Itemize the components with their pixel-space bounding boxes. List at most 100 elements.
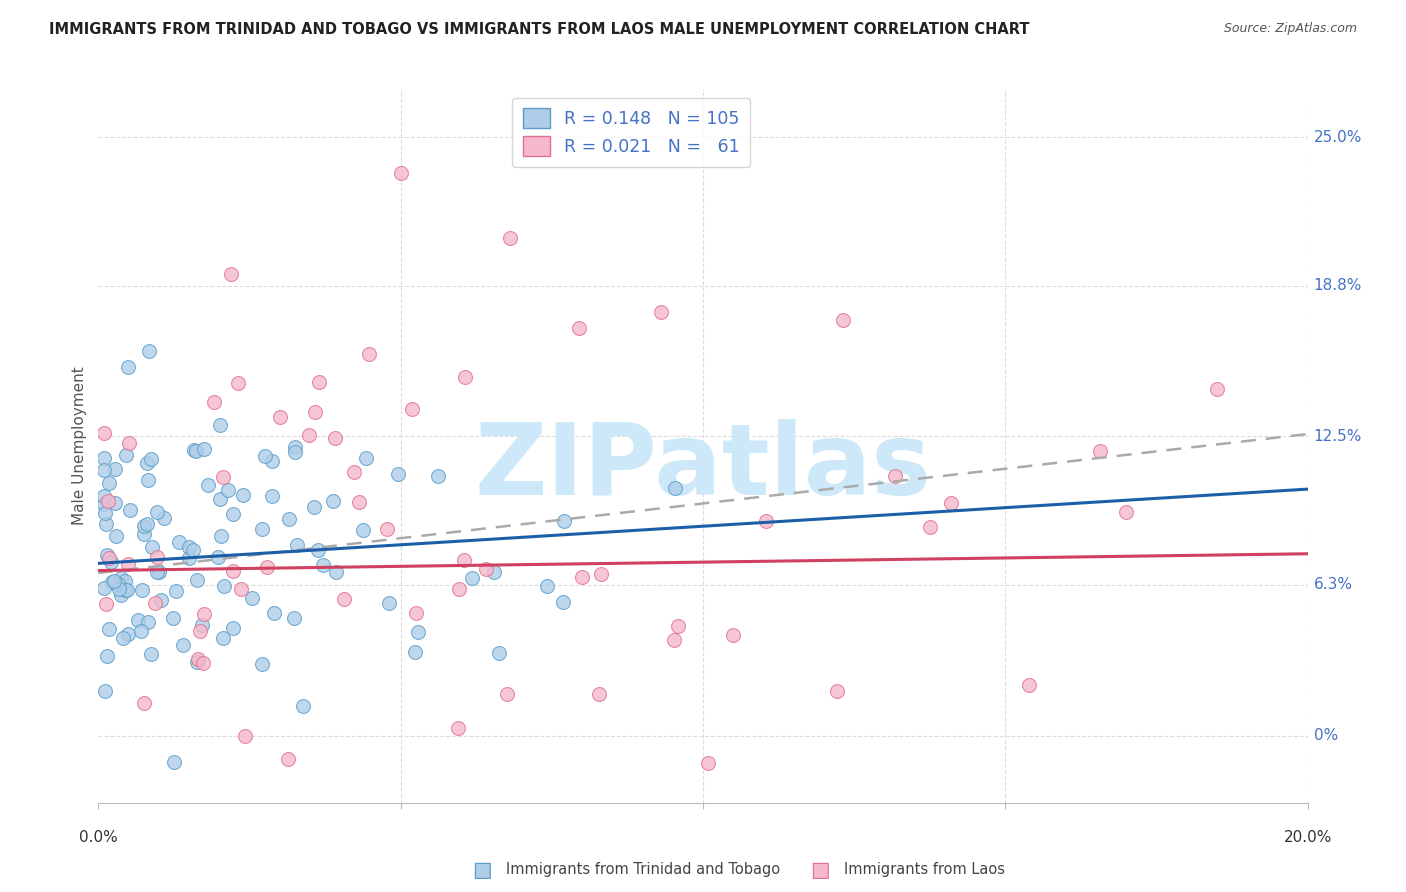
Point bbox=[193, 442, 215, 457]
Point bbox=[162, 611, 184, 625]
Point bbox=[98, 550, 121, 565]
Point bbox=[208, 491, 231, 506]
Point bbox=[349, 495, 371, 509]
Point bbox=[107, 577, 129, 591]
Point bbox=[97, 622, 120, 636]
Text: 12.5%: 12.5% bbox=[1313, 429, 1362, 444]
Text: 6.3%: 6.3% bbox=[1313, 577, 1353, 592]
Point bbox=[139, 647, 162, 661]
Point bbox=[96, 517, 118, 532]
Point bbox=[190, 624, 212, 638]
Point bbox=[354, 451, 377, 466]
Point bbox=[112, 631, 135, 645]
Point bbox=[193, 656, 215, 670]
Text: 0.0%: 0.0% bbox=[79, 830, 118, 845]
Text: 0%: 0% bbox=[1313, 728, 1339, 743]
Point bbox=[93, 463, 115, 477]
Point bbox=[222, 564, 245, 578]
Point bbox=[406, 624, 429, 639]
Point bbox=[212, 470, 235, 484]
Point bbox=[827, 684, 849, 698]
Point bbox=[277, 512, 299, 526]
Point bbox=[146, 505, 169, 519]
Point bbox=[553, 514, 575, 528]
Text: ■: ■ bbox=[810, 860, 830, 880]
Point bbox=[404, 645, 426, 659]
Point bbox=[285, 538, 308, 552]
Point bbox=[302, 500, 325, 515]
Point bbox=[277, 752, 299, 766]
Point bbox=[153, 511, 176, 525]
Point bbox=[755, 514, 778, 528]
Point bbox=[721, 628, 744, 642]
Point bbox=[1088, 444, 1111, 458]
Point bbox=[551, 595, 574, 609]
Point bbox=[377, 596, 399, 610]
Point bbox=[146, 565, 169, 579]
Point bbox=[143, 596, 166, 610]
Point bbox=[571, 570, 593, 584]
Point bbox=[453, 552, 475, 566]
Point bbox=[283, 611, 305, 625]
Point bbox=[697, 756, 720, 770]
Point bbox=[211, 631, 233, 645]
Point bbox=[405, 606, 427, 620]
Point bbox=[221, 267, 243, 281]
Point bbox=[325, 566, 347, 580]
Point bbox=[449, 582, 471, 597]
Point bbox=[498, 230, 520, 244]
Point bbox=[308, 375, 330, 389]
Point bbox=[107, 582, 129, 597]
Point bbox=[1206, 382, 1229, 396]
Point bbox=[884, 469, 907, 483]
Point bbox=[454, 370, 477, 384]
Point bbox=[172, 638, 194, 652]
Point bbox=[162, 755, 184, 769]
Point bbox=[135, 456, 157, 470]
Point bbox=[187, 652, 209, 666]
Point bbox=[253, 449, 276, 463]
Point bbox=[269, 410, 291, 425]
Point bbox=[101, 575, 124, 590]
Text: Immigrants from Laos: Immigrants from Laos bbox=[844, 863, 1005, 877]
Point bbox=[298, 427, 321, 442]
Point bbox=[179, 551, 201, 566]
Point bbox=[304, 405, 326, 419]
Point bbox=[117, 582, 139, 597]
Point bbox=[666, 618, 689, 632]
Text: IMMIGRANTS FROM TRINIDAD AND TOBAGO VS IMMIGRANTS FROM LAOS MALE UNEMPLOYMENT CO: IMMIGRANTS FROM TRINIDAD AND TOBAGO VS I… bbox=[49, 22, 1029, 37]
Point bbox=[1018, 678, 1040, 692]
Point bbox=[96, 548, 118, 562]
Point bbox=[217, 483, 239, 498]
Point bbox=[214, 579, 236, 593]
Point bbox=[209, 529, 232, 543]
Text: 20.0%: 20.0% bbox=[1284, 830, 1331, 845]
Point bbox=[426, 468, 449, 483]
Point bbox=[475, 561, 498, 575]
Point bbox=[222, 507, 245, 521]
Point bbox=[93, 426, 115, 441]
Point bbox=[941, 496, 963, 510]
Point bbox=[235, 730, 257, 744]
Point bbox=[132, 696, 155, 710]
Legend: R = 0.148   N = 105, R = 0.021   N =   61: R = 0.148 N = 105, R = 0.021 N = 61 bbox=[512, 98, 751, 167]
Point bbox=[136, 473, 159, 487]
Point bbox=[352, 523, 374, 537]
Point bbox=[193, 607, 215, 621]
Point bbox=[93, 581, 115, 595]
Point bbox=[100, 555, 122, 569]
Point bbox=[208, 418, 231, 433]
Point bbox=[114, 448, 136, 462]
Point bbox=[488, 646, 510, 660]
Point bbox=[920, 520, 942, 534]
Text: ■: ■ bbox=[472, 860, 492, 880]
Text: □: □ bbox=[472, 860, 492, 880]
Point bbox=[177, 540, 200, 554]
Point bbox=[588, 687, 610, 701]
Point bbox=[118, 435, 141, 450]
Point bbox=[94, 597, 117, 611]
Point bbox=[447, 721, 470, 735]
Point bbox=[664, 633, 686, 648]
Point bbox=[256, 559, 278, 574]
Point bbox=[832, 313, 855, 327]
